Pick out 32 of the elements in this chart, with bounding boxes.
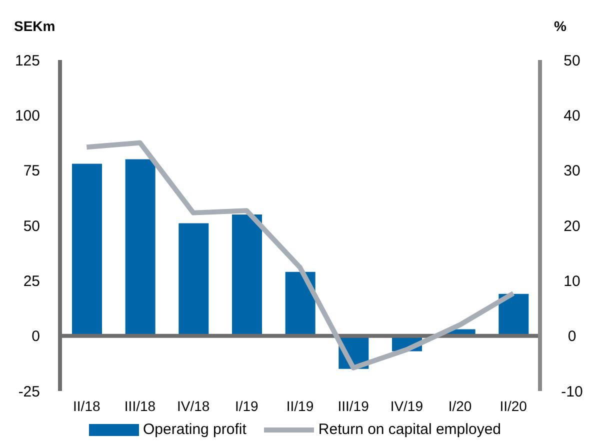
x-tick-label: III/19 (338, 398, 370, 414)
x-tick-label: II/20 (500, 398, 528, 414)
legend-label: Return on capital employed (318, 421, 501, 438)
y2-tick-label: 30 (564, 162, 580, 180)
y2-tick-label: 0 (568, 328, 576, 346)
x-tick-label: I/20 (448, 398, 472, 414)
y-tick-label: 100 (14, 107, 40, 124)
bar (285, 272, 316, 336)
legend-label: Operating profit (143, 421, 246, 438)
y-tick-label: 125 (14, 52, 40, 70)
y2-tick-label: 50 (564, 52, 580, 70)
x-tick-label: IV/18 (176, 398, 210, 414)
y-tick-label: 50 (23, 218, 40, 235)
y-axis-title: SEKm (14, 18, 56, 34)
bar (125, 159, 156, 336)
x-tick-label: II/19 (286, 398, 314, 414)
y-tick-label: 0 (32, 328, 40, 346)
y-tick-label: 75 (23, 162, 40, 180)
x-tick-label: IV/19 (390, 398, 424, 414)
y2-tick-label: 20 (564, 218, 580, 235)
x-tick-label: II/18 (73, 398, 100, 414)
y2-tick-label: -10 (561, 383, 583, 400)
x-tick-label: I/19 (234, 398, 259, 414)
y-tick-label: -25 (18, 383, 40, 400)
x-tick-label: III/18 (124, 398, 156, 414)
bar (72, 164, 102, 336)
y2-tick-label: 40 (564, 107, 580, 124)
bar (178, 223, 209, 336)
bar (232, 214, 262, 336)
y2-tick-label: 10 (564, 272, 580, 290)
y-tick-label: 25 (23, 272, 40, 290)
y2-axis-title: % (554, 18, 566, 34)
